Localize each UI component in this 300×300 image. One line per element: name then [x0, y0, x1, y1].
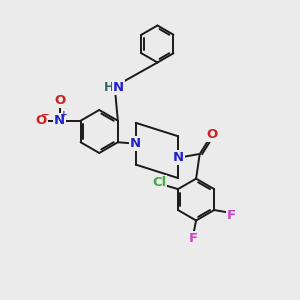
Text: N: N	[113, 81, 124, 94]
Text: H: H	[104, 81, 114, 94]
Text: −: −	[41, 110, 50, 120]
Text: F: F	[188, 232, 198, 245]
Text: O: O	[54, 94, 65, 107]
Text: Cl: Cl	[152, 176, 166, 189]
Text: O: O	[35, 114, 46, 127]
Text: F: F	[227, 208, 236, 222]
Text: O: O	[206, 128, 217, 141]
Text: N: N	[54, 114, 65, 127]
Text: +: +	[60, 110, 68, 119]
Text: N: N	[130, 137, 141, 150]
Text: N: N	[172, 151, 184, 164]
